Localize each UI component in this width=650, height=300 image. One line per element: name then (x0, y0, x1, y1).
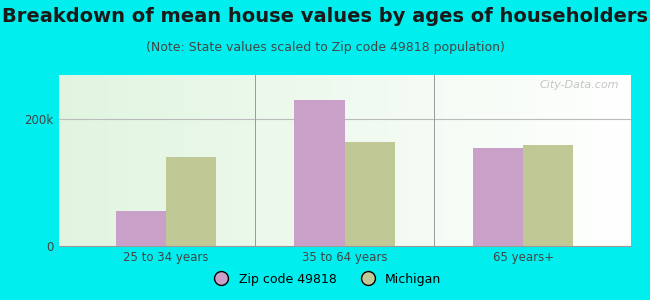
Bar (344, 142, 395, 246)
Bar (523, 145, 573, 246)
Bar (116, 211, 166, 246)
Bar (294, 100, 344, 246)
Text: Breakdown of mean house values by ages of householders: Breakdown of mean house values by ages o… (2, 8, 648, 26)
Bar (166, 157, 216, 246)
Text: (Note: State values scaled to Zip code 49818 population): (Note: State values scaled to Zip code 4… (146, 40, 504, 53)
Bar (473, 148, 523, 246)
Legend: Zip code 49818, Michigan: Zip code 49818, Michigan (203, 268, 447, 291)
Text: City-Data.com: City-Data.com (540, 80, 619, 90)
